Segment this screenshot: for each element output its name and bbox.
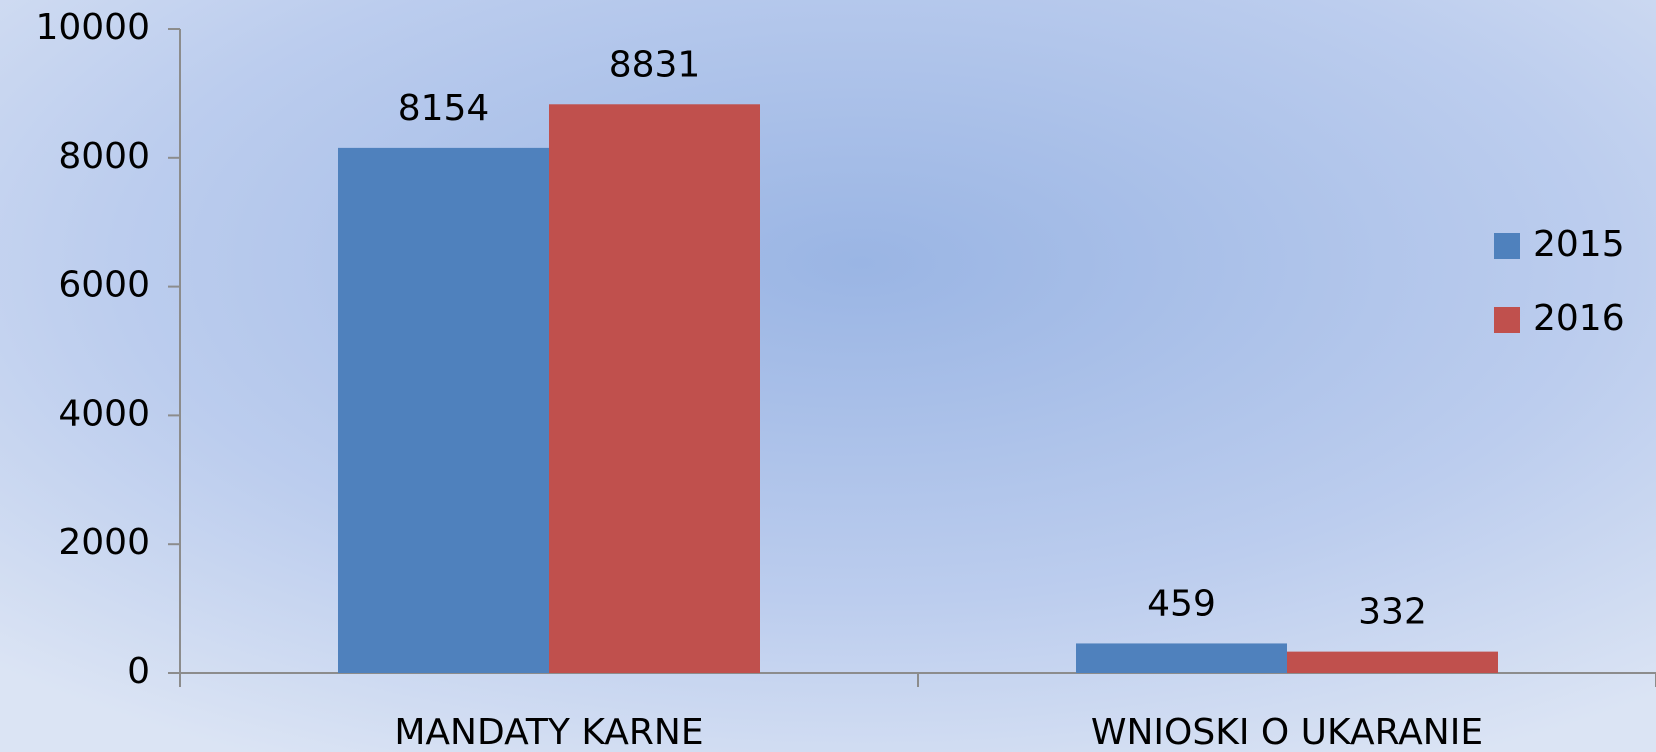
x-tick-label: MANDATY KARNE [394,712,703,752]
y-tick-label: 10000 [35,7,150,48]
bar [1076,643,1287,673]
bar [1287,651,1498,673]
legend-label: 2015 [1533,224,1625,265]
data-label: 8154 [398,88,490,129]
legend-swatch [1494,233,1520,259]
y-tick-label: 0 [127,651,150,692]
legend-label: 2016 [1533,298,1625,339]
y-tick-label: 8000 [58,136,150,177]
x-tick-label: WNIOSKI O UKARANIE [1091,712,1483,752]
y-tick-label: 6000 [58,265,150,306]
data-label: 459 [1147,583,1216,624]
bar [549,104,760,674]
y-tick-label: 4000 [58,393,150,434]
data-label: 332 [1358,592,1427,633]
y-tick-label: 2000 [58,522,150,563]
data-label: 8831 [609,44,701,85]
legend-swatch [1494,307,1520,333]
bar [338,147,549,674]
